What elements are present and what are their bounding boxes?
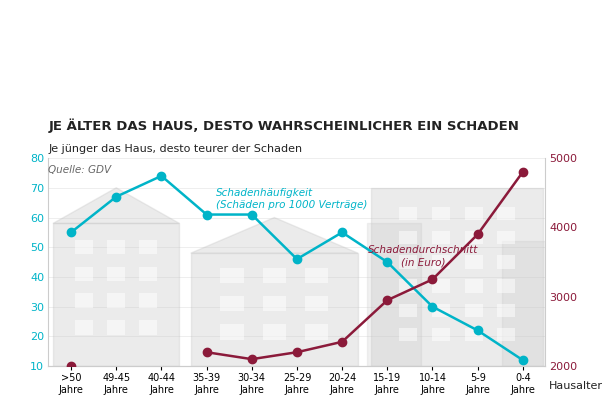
- Bar: [432, 231, 450, 245]
- Bar: [75, 320, 93, 335]
- Bar: [139, 320, 157, 335]
- Text: JE ÄLTER DAS HAUS, DESTO WAHRSCHEINLICHER EIN SCHADEN: JE ÄLTER DAS HAUS, DESTO WAHRSCHEINLICHE…: [48, 119, 519, 133]
- Bar: [75, 240, 93, 255]
- Bar: [305, 296, 328, 312]
- Bar: [263, 324, 286, 340]
- Polygon shape: [191, 218, 358, 253]
- Bar: [498, 280, 515, 293]
- Bar: [465, 255, 482, 269]
- Bar: [75, 267, 93, 281]
- Bar: [399, 280, 418, 293]
- Bar: [263, 296, 286, 312]
- Bar: [221, 267, 244, 283]
- Bar: [399, 207, 418, 220]
- Bar: [139, 240, 157, 255]
- Bar: [107, 240, 125, 255]
- Bar: [191, 253, 358, 366]
- Bar: [498, 304, 515, 317]
- Bar: [305, 267, 328, 283]
- Bar: [432, 304, 450, 317]
- Polygon shape: [53, 188, 179, 223]
- Bar: [367, 223, 421, 366]
- Bar: [399, 328, 418, 341]
- Bar: [107, 267, 125, 281]
- Bar: [221, 296, 244, 312]
- Bar: [107, 293, 125, 308]
- Bar: [498, 207, 515, 220]
- Bar: [107, 320, 125, 335]
- Bar: [139, 267, 157, 281]
- Bar: [221, 324, 244, 340]
- Bar: [498, 231, 515, 245]
- Bar: [502, 241, 548, 366]
- Bar: [305, 324, 328, 340]
- Bar: [263, 267, 286, 283]
- Text: Schadendurchschnitt
(in Euro): Schadendurchschnitt (in Euro): [368, 245, 479, 267]
- Bar: [465, 231, 482, 245]
- Bar: [399, 304, 418, 317]
- Bar: [465, 328, 482, 341]
- Bar: [432, 207, 450, 220]
- Bar: [399, 255, 418, 269]
- Bar: [53, 223, 179, 366]
- Bar: [465, 280, 482, 293]
- Text: Hausalter: Hausalter: [548, 381, 602, 391]
- Text: Schadenhäufigkeit
(Schäden pro 1000 Verträge): Schadenhäufigkeit (Schäden pro 1000 Vert…: [216, 188, 367, 210]
- Bar: [432, 255, 450, 269]
- Bar: [139, 293, 157, 308]
- Bar: [465, 304, 482, 317]
- Bar: [498, 328, 515, 341]
- Bar: [465, 207, 482, 220]
- Bar: [399, 231, 418, 245]
- Bar: [432, 328, 450, 341]
- Text: Quelle: GDV: Quelle: GDV: [48, 165, 112, 175]
- Bar: [498, 255, 515, 269]
- Bar: [75, 293, 93, 308]
- Bar: [432, 280, 450, 293]
- Bar: [371, 188, 543, 366]
- Text: Je jünger das Haus, desto teurer der Schaden: Je jünger das Haus, desto teurer der Sch…: [48, 144, 302, 154]
